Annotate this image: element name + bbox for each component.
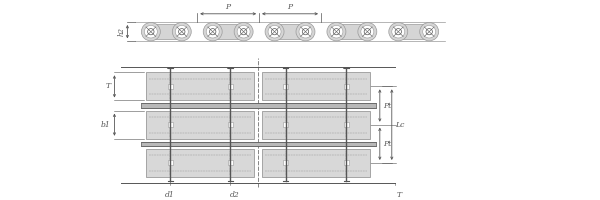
Bar [344, 122, 349, 127]
Text: T: T [106, 82, 110, 90]
Bar [140, 142, 376, 146]
Circle shape [358, 22, 377, 41]
Circle shape [268, 25, 281, 38]
Circle shape [333, 29, 340, 35]
Circle shape [142, 22, 160, 41]
Circle shape [209, 29, 216, 35]
Circle shape [296, 22, 315, 41]
Bar [262, 149, 370, 177]
Circle shape [327, 22, 346, 41]
Bar [283, 84, 288, 89]
Bar [146, 111, 254, 139]
Bar [228, 160, 233, 165]
Polygon shape [398, 24, 429, 39]
Circle shape [237, 25, 250, 38]
Circle shape [395, 29, 401, 35]
Circle shape [361, 25, 374, 38]
Text: d2: d2 [230, 191, 239, 199]
Polygon shape [151, 24, 182, 39]
Bar [167, 122, 173, 127]
Bar [283, 122, 288, 127]
Bar [146, 149, 254, 177]
Bar [167, 84, 173, 89]
Circle shape [145, 25, 157, 38]
Circle shape [175, 25, 188, 38]
Circle shape [203, 22, 222, 41]
Polygon shape [213, 24, 244, 39]
Circle shape [234, 22, 253, 41]
Text: Pt: Pt [383, 102, 391, 110]
Bar [140, 103, 376, 108]
Bar [262, 111, 370, 139]
Circle shape [364, 29, 371, 35]
Circle shape [423, 25, 436, 38]
Polygon shape [275, 24, 305, 39]
Circle shape [426, 29, 433, 35]
Bar [228, 122, 233, 127]
Bar [228, 84, 233, 89]
Circle shape [302, 29, 308, 35]
Text: Lc: Lc [395, 121, 404, 129]
Text: b1: b1 [101, 121, 110, 129]
Bar [262, 72, 370, 100]
Circle shape [241, 29, 247, 35]
Text: P: P [226, 3, 231, 11]
Text: Pt: Pt [383, 140, 391, 148]
Bar [344, 160, 349, 165]
Circle shape [299, 25, 312, 38]
Bar [167, 160, 173, 165]
Circle shape [392, 25, 405, 38]
Text: P: P [287, 3, 293, 11]
Circle shape [172, 22, 191, 41]
Polygon shape [337, 24, 367, 39]
Text: d1: d1 [165, 191, 175, 199]
Bar [283, 160, 288, 165]
Circle shape [330, 25, 343, 38]
Circle shape [389, 22, 408, 41]
Circle shape [420, 22, 439, 41]
Circle shape [271, 29, 278, 35]
Circle shape [179, 29, 185, 35]
Text: h2: h2 [118, 27, 126, 36]
Bar [344, 84, 349, 89]
Circle shape [265, 22, 284, 41]
Circle shape [148, 29, 154, 35]
Circle shape [206, 25, 219, 38]
Text: T: T [397, 191, 402, 199]
Bar [146, 72, 254, 100]
